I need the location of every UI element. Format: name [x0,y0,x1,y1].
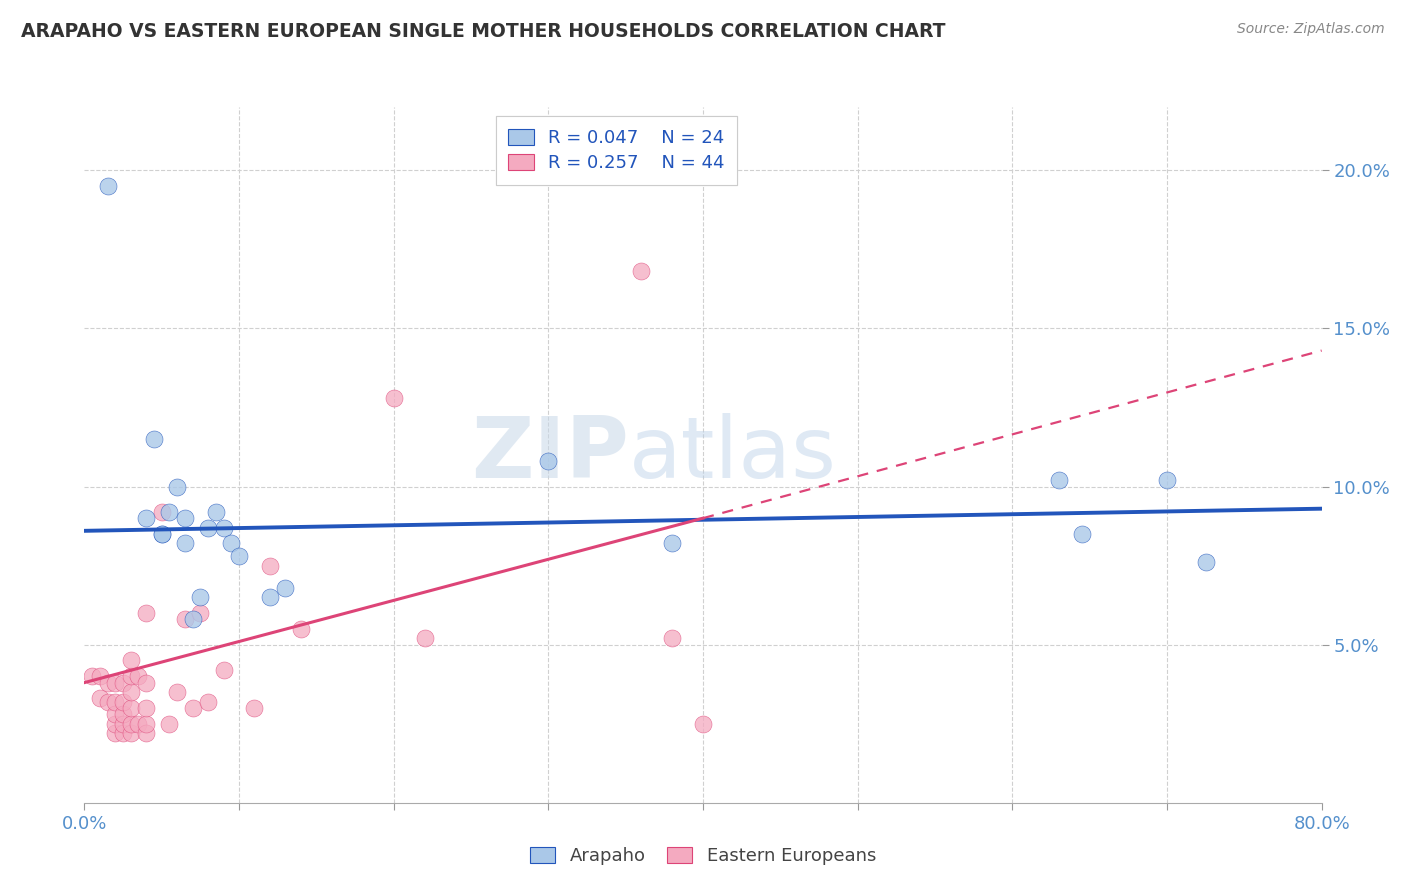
Point [1195,556,1218,570]
Text: ZIP: ZIP [471,413,628,497]
Point [97,179,120,194]
Point [1071,527,1094,541]
Point [188,591,212,605]
Point [205,505,228,519]
Legend: Arapaho, Eastern Europeans: Arapaho, Eastern Europeans [520,838,886,874]
Point [661,536,683,550]
Point [104,707,127,722]
Point [221,536,243,550]
Point [120,653,142,667]
Point [692,716,714,731]
Point [174,511,197,525]
Point [120,726,142,740]
Point [112,707,135,722]
Point [150,505,173,519]
Point [212,521,235,535]
Point [159,505,181,519]
Point [166,685,188,699]
Point [537,454,560,468]
Point [120,669,142,683]
Point [661,632,683,646]
Text: Source: ZipAtlas.com: Source: ZipAtlas.com [1237,22,1385,37]
Point [174,612,197,626]
Point [120,716,142,731]
Point [89,669,111,683]
Point [259,558,281,573]
Text: ARAPAHO VS EASTERN EUROPEAN SINGLE MOTHER HOUSEHOLDS CORRELATION CHART: ARAPAHO VS EASTERN EUROPEAN SINGLE MOTHE… [21,22,946,41]
Point [135,701,157,715]
Point [150,527,173,541]
Point [188,606,212,620]
Point [197,521,219,535]
Point [135,606,157,620]
Point [413,632,436,646]
Point [97,675,120,690]
Point [104,726,127,740]
Point [143,432,166,446]
Point [104,675,127,690]
Point [112,675,135,690]
Point [120,701,142,715]
Point [259,591,281,605]
Point [159,716,181,731]
Point [166,479,188,493]
Point [212,663,235,677]
Point [120,685,142,699]
Point [135,716,157,731]
Point [1156,473,1178,487]
Point [181,612,204,626]
Point [630,264,652,278]
Point [89,691,111,706]
Point [82,669,104,683]
Point [382,391,405,405]
Point [181,701,204,715]
Point [128,716,150,731]
Point [290,622,312,636]
Point [228,549,250,563]
Point [135,726,157,740]
Point [150,527,173,541]
Point [135,675,157,690]
Point [97,695,120,709]
Text: atlas: atlas [628,413,837,497]
Point [128,669,150,683]
Point [197,695,219,709]
Legend: R = 0.047    N = 24, R = 0.257    N = 44: R = 0.047 N = 24, R = 0.257 N = 44 [496,116,737,186]
Point [1047,473,1070,487]
Point [112,716,135,731]
Point [174,536,197,550]
Point [274,581,297,595]
Point [112,726,135,740]
Point [243,701,266,715]
Point [104,695,127,709]
Point [135,511,157,525]
Point [112,695,135,709]
Point [104,716,127,731]
